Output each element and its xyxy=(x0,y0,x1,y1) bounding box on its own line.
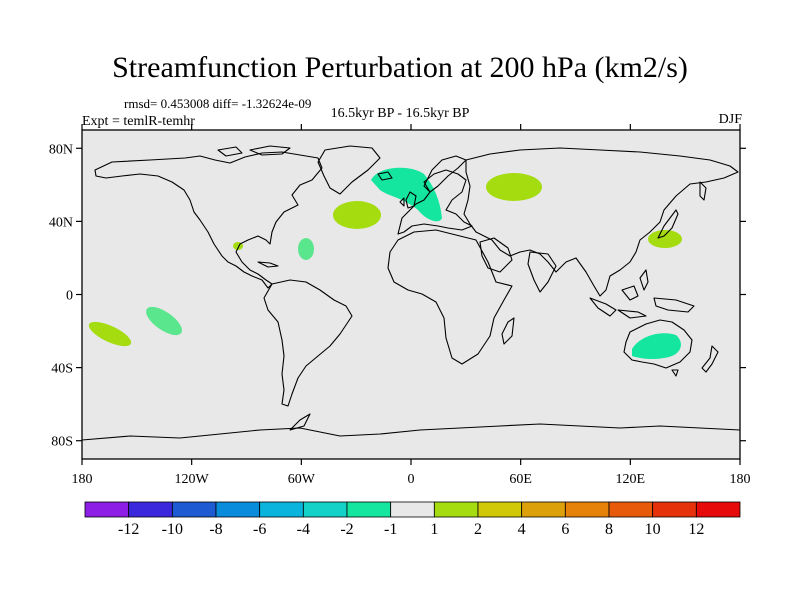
colorbar-swatch xyxy=(564,501,610,518)
colorbar-swatch xyxy=(608,501,654,518)
africa-coast xyxy=(387,229,513,365)
colorbar-label: -10 xyxy=(162,521,183,538)
colorbar-label: 1 xyxy=(430,521,438,538)
map-axes: 80N 40N 0 40S 80S 180 120W 60W 0 60E 120E 180 xyxy=(49,124,751,487)
map-title: Streamfunction Perturbation at 200 hPa (… xyxy=(112,51,688,84)
australia-coast xyxy=(623,319,693,369)
colorbar-swatch xyxy=(477,501,523,518)
colorbar-swatch xyxy=(390,501,435,518)
lon-tick-label: 0 xyxy=(408,472,415,487)
colorbar-swatch xyxy=(652,501,697,518)
anomaly-patch xyxy=(648,230,682,248)
north-america-coast xyxy=(94,151,323,289)
lat-tick-label: 40N xyxy=(49,215,73,230)
anomaly-patch xyxy=(632,333,681,359)
lat-tick-label: 80N xyxy=(49,142,73,157)
europe-coast xyxy=(397,169,473,235)
colorbar-label: 12 xyxy=(688,521,704,538)
colorbar-label: -2 xyxy=(340,521,353,538)
lat-tick-label: 0 xyxy=(66,289,73,304)
lon-tick-label: 180 xyxy=(72,472,93,487)
anomaly-patch xyxy=(146,306,182,336)
lon-tick-label: 180 xyxy=(730,472,751,487)
colorbar-swatch xyxy=(695,501,741,518)
colorbar-swatch xyxy=(171,501,217,518)
colorbar-label: 10 xyxy=(645,521,661,538)
colorbar-swatch xyxy=(521,501,566,518)
lon-tick-label: 120W xyxy=(175,472,210,487)
colorbar-swatch xyxy=(84,501,130,518)
colorbar-label: 6 xyxy=(561,521,569,538)
colorbar-label: -4 xyxy=(297,521,310,538)
anomaly-patches xyxy=(88,167,682,359)
period-label: 16.5kyr BP - 16.5kyr BP xyxy=(330,106,470,121)
colorbar-label: -12 xyxy=(118,521,139,538)
colorbar-label: 4 xyxy=(518,521,526,538)
anomaly-patch xyxy=(333,201,381,229)
colorbar: -12 -10 -8 -6 -4 -2 -1 1 2 4 6 8 10 12 xyxy=(84,501,741,538)
colorbar-label: 8 xyxy=(605,521,613,538)
lat-tick-label: 40S xyxy=(51,362,73,377)
south-america-coast xyxy=(263,279,353,407)
anomaly-patch xyxy=(298,238,314,260)
lon-tick-label: 120E xyxy=(616,472,646,487)
colorbar-label: -6 xyxy=(253,521,266,538)
colorbar-swatch xyxy=(259,501,304,518)
colorbar-swatch xyxy=(346,501,392,518)
anomaly-patch xyxy=(486,173,542,201)
colorbar-label: -8 xyxy=(209,521,222,538)
colorbar-swatch xyxy=(215,501,261,518)
season-label: DJF xyxy=(718,112,742,127)
colorbar-label: -1 xyxy=(384,521,397,538)
lat-tick-label: 80S xyxy=(51,435,73,450)
colorbar-swatch xyxy=(302,501,348,518)
antarctica-coast xyxy=(82,423,740,441)
colorbar-swatch xyxy=(433,501,479,518)
anomaly-patch xyxy=(88,321,132,347)
lon-tick-label: 60E xyxy=(509,472,532,487)
colorbar-swatch xyxy=(128,501,173,518)
lon-tick-label: 60W xyxy=(288,472,316,487)
colorbar-label: 2 xyxy=(474,521,482,538)
rmsd-stats: rmsd= 0.453008 diff= -1.32624e-09 xyxy=(124,96,312,111)
coastlines xyxy=(82,145,740,441)
experiment-label: Expt = temlR-temhr xyxy=(82,114,195,129)
greenland-coast xyxy=(317,145,381,195)
asia-coast xyxy=(463,147,739,297)
